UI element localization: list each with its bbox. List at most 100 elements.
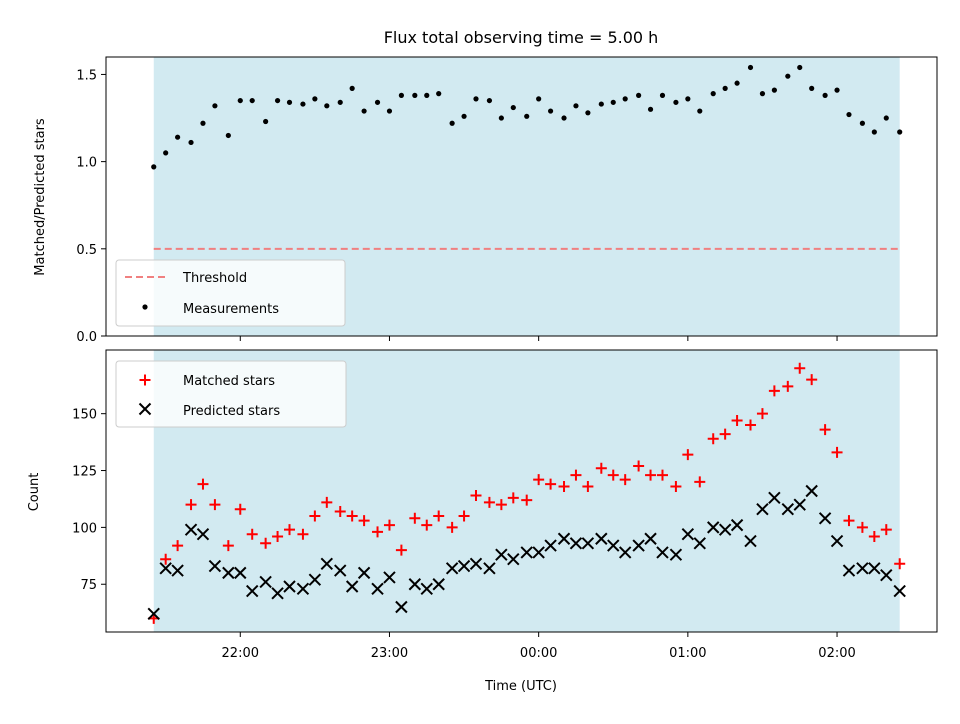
count-xtick-label: 00:00 [520,646,557,661]
ratio-axes-frame [105,56,938,337]
predicted-star-point [868,562,881,575]
measurement-point [436,91,442,97]
predicted-star-point [718,523,732,536]
predicted-star-point [756,502,769,516]
matched-star-point [607,469,619,481]
measurement-point [536,96,542,102]
measurement-point [249,97,255,104]
count-y-ticks: 75 100 125 150 [72,408,106,593]
count-xtick-label: 01:00 [669,646,706,661]
predicted-star-point [483,562,496,575]
matched-star-point [856,521,868,533]
matched-star-point [558,480,570,492]
matched-star-point [209,499,221,511]
predicted-star-point [856,562,869,575]
count-ytick-label: 125 [72,465,97,480]
matched-star-point [421,519,433,531]
predicted-star-point [196,528,210,541]
matched-star-point [309,510,321,522]
predicted-star-point [147,607,160,621]
matched-star-points [148,362,906,624]
matched-star-point [731,415,743,426]
measurement-point [324,103,330,109]
measurement-point [573,103,579,109]
predicted-star-point [320,557,334,570]
predicted-star-point [171,564,184,577]
measurement-point [374,99,381,105]
measurement-point [486,97,493,104]
matched-star-point [284,524,296,536]
predicted-star-point [893,584,906,598]
measurement-point [622,96,628,102]
matched-star-point [831,446,843,458]
matched-star-point [234,503,246,515]
matched-star-point [633,460,645,472]
predicted-star-point [184,523,198,536]
measurement-point [300,101,306,107]
measurement-point [585,110,591,116]
measurement-point [636,92,642,98]
measurement-point [449,120,455,126]
measurement-point [337,99,343,105]
predicted-star-point [507,553,520,566]
matched-star-point [346,510,358,522]
measurement-point [598,101,604,107]
predicted-star-point [334,564,347,577]
measurement-point [897,129,903,135]
matched-star-point [794,362,806,374]
ratio-panel: 0.0 0.5 1.0 1.5 Matched/Predicted stars Thr… [33,56,938,345]
predicted-star-point [693,537,706,550]
legend-predicted-swatch [138,402,152,416]
measurement-point [722,85,728,91]
predicted-star-point [520,546,533,559]
predicted-star-point [345,580,359,593]
predicted-star-point [581,537,595,550]
measurement-point [747,64,754,71]
measurement-point [771,87,777,93]
measurement-point [883,115,889,121]
matched-star-point [321,496,333,508]
measurement-point [188,139,194,146]
predicted-star-point [495,548,508,561]
matched-star-point [521,494,533,506]
matched-star-point [682,449,694,461]
measurement-point [473,96,479,102]
measurement-point [834,87,840,93]
measurement-point [398,92,405,98]
predicted-star-point [607,539,620,552]
matched-star-point [806,374,818,386]
matched-star-point [545,478,557,490]
matched-star-point [745,419,757,431]
measurement-point [200,120,206,126]
matched-star-point [533,474,545,486]
matched-star-point [756,408,768,420]
measurement-point [734,80,740,86]
matched-star-point [409,512,421,524]
matched-star-point [570,469,582,481]
measurement-point [561,115,567,121]
measurement-point [673,99,679,105]
count-legend-box [115,360,347,428]
matched-star-point [260,537,272,549]
count-legend: Matched stars Predicted stars [115,360,347,428]
count-xtick-label: 22:00 [222,646,259,661]
measurement-point [659,92,666,98]
predicted-star-point [681,528,695,541]
predicted-star-point [532,546,545,559]
matched-star-point [197,478,209,490]
count-xtick-label: 23:00 [371,646,408,661]
measurement-points [151,64,903,170]
measurement-point [822,92,828,98]
matched-star-point [843,515,855,527]
legend-threshold-label: Threshold [182,271,247,286]
predicted-star-point [383,571,396,584]
measurement-point [759,91,766,97]
ratio-ytick-label: 1.0 [76,156,97,171]
matched-star-point [470,490,482,502]
matched-star-point [395,544,407,556]
matched-star-point [782,380,794,392]
predicted-star-point [830,534,844,548]
matched-star-point [483,496,495,508]
measurement-point [524,113,530,119]
measurement-point [846,111,852,118]
